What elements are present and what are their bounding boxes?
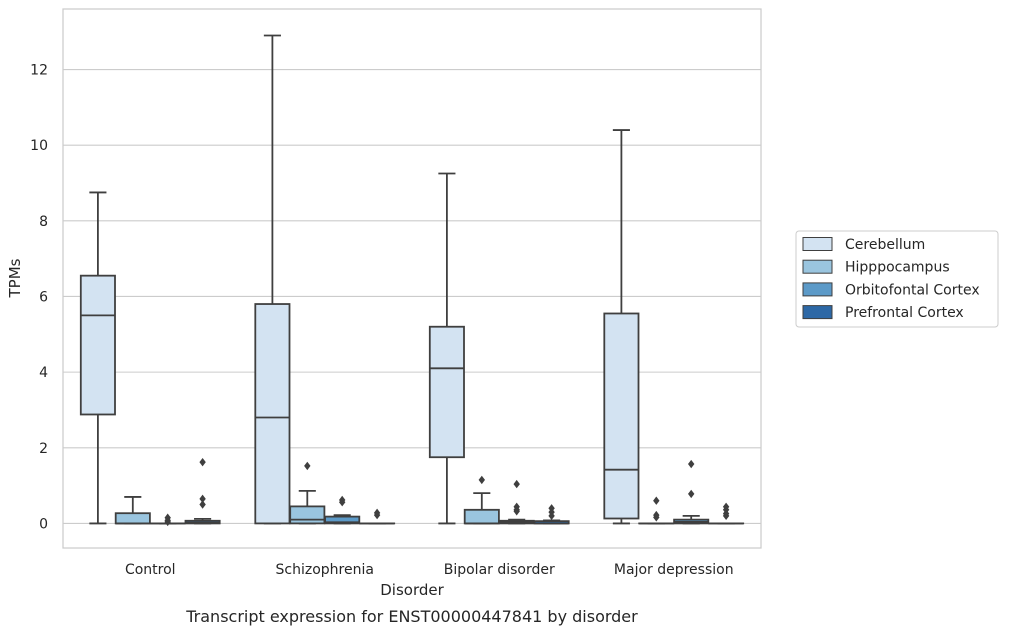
x-tick-label: Major depression <box>614 562 734 578</box>
x-axis-title: Disorder <box>380 581 444 599</box>
box <box>289 505 326 525</box>
y-tick-label: 12 <box>30 63 48 79</box>
series-hipppocampus <box>114 461 675 525</box>
figure-caption: Transcript expression for ENST0000044784… <box>185 607 638 626</box>
y-tick-labels: 0 2 4 6 8 10 12 <box>30 63 48 533</box>
y-tick-label: 2 <box>39 441 48 457</box>
outlier-point <box>653 496 660 505</box>
box <box>603 312 640 520</box>
outlier-point <box>199 500 206 509</box>
outlier-point <box>199 494 206 504</box>
outlier-point <box>339 498 346 507</box>
legend-label: Orbitofontal Cortex <box>845 282 980 298</box>
y-axis-title: TPMs <box>6 258 24 298</box>
outlier-point <box>304 461 311 471</box>
outlier-point <box>688 459 695 469</box>
y-tick-label: 4 <box>39 365 48 381</box>
outlier-point <box>164 517 171 527</box>
outlier-point <box>653 513 660 522</box>
legend-swatch <box>802 237 833 251</box>
outlier-point <box>373 510 381 520</box>
y-tick-label: 8 <box>39 214 48 230</box>
box <box>463 508 500 525</box>
y-tick-label: 6 <box>39 289 48 305</box>
box <box>254 303 291 525</box>
legend-frame <box>795 230 999 328</box>
series-cerebellum <box>79 34 640 525</box>
legend-label: Hipppocampus <box>845 260 950 276</box>
outlier-point <box>513 479 520 489</box>
outlier-point <box>722 511 730 521</box>
x-tick-label: Schizophrenia <box>276 562 374 578</box>
series-orbitofontal-cortex <box>149 459 710 527</box>
legend-swatch <box>802 282 833 297</box>
box <box>79 274 116 416</box>
legend-label: Cerebellum <box>845 237 925 253</box>
x-tick-label: Control <box>125 562 176 578</box>
x-tick-labels: Control Schizophrenia Bipolar disorder Majo… <box>125 562 734 578</box>
outlier-point <box>478 475 485 485</box>
outlier-point <box>199 457 206 467</box>
plot-frame <box>62 8 762 549</box>
series-prefrontal-cortex <box>184 457 745 525</box>
y-tick-label: 0 <box>39 516 48 532</box>
y-tick-label: 10 <box>30 138 48 154</box>
legend-swatch <box>802 259 833 274</box>
outlier-point <box>513 507 520 516</box>
outlier-point <box>548 511 555 521</box>
legend-label: Prefrontal Cortex <box>845 305 964 321</box>
box <box>114 512 151 525</box>
legend-swatch <box>802 305 833 320</box>
box-series <box>79 34 745 527</box>
box <box>428 325 465 459</box>
legend: Cerebellum Hipppocampus Orbitofontal Corte… <box>795 230 999 328</box>
outlier-point <box>688 489 695 499</box>
gridlines <box>63 68 761 524</box>
x-tick-label: Bipolar disorder <box>444 562 555 578</box>
box <box>324 515 361 525</box>
